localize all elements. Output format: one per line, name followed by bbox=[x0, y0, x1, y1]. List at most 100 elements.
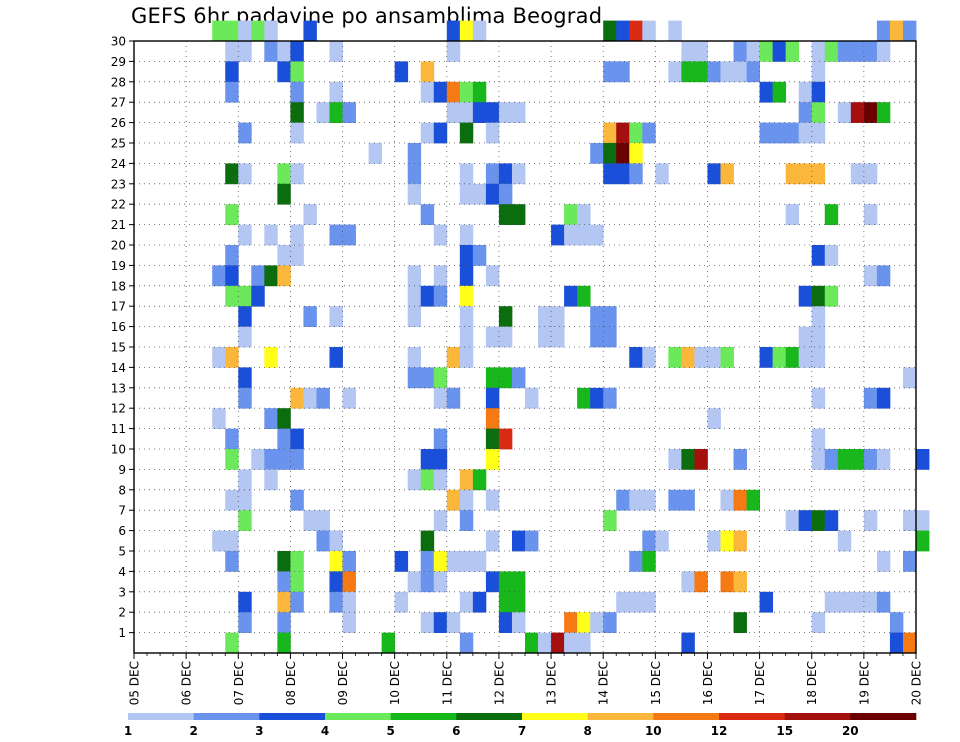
heatmap-cell bbox=[264, 20, 278, 42]
heatmap-cell bbox=[316, 102, 330, 123]
heatmap-cell bbox=[511, 591, 526, 613]
heatmap-cell bbox=[681, 632, 695, 654]
heatmap-cell bbox=[433, 387, 448, 409]
heatmap-cell bbox=[420, 285, 435, 307]
heatmap-cell bbox=[707, 347, 721, 368]
heatmap-cell bbox=[863, 204, 878, 225]
heatmap-cell bbox=[251, 285, 265, 307]
heatmap-cell bbox=[577, 387, 591, 409]
heatmap-cell bbox=[798, 326, 813, 348]
y-tick-label: 30 bbox=[111, 35, 126, 49]
heatmap-cell bbox=[212, 265, 226, 287]
y-tick-label: 3 bbox=[118, 585, 126, 599]
heatmap-cell bbox=[420, 367, 435, 389]
x-tick-label: 13 DEC bbox=[545, 661, 559, 705]
heatmap-cell bbox=[433, 449, 448, 470]
heatmap-cell bbox=[681, 61, 695, 83]
heatmap-cell bbox=[459, 265, 474, 287]
x-tick-label: 14 DEC bbox=[597, 661, 611, 705]
heatmap-cell bbox=[498, 204, 513, 225]
heatmap-cell bbox=[420, 469, 435, 491]
heatmap-cell bbox=[785, 163, 800, 185]
heatmap-cell bbox=[889, 20, 904, 42]
heatmap-cell bbox=[498, 571, 513, 593]
heatmap-cell bbox=[811, 41, 826, 62]
heatmap-cell bbox=[498, 428, 513, 450]
heatmap-cell bbox=[668, 61, 682, 83]
legend-swatch bbox=[193, 713, 260, 720]
heatmap-cell bbox=[629, 163, 643, 185]
heatmap-cell bbox=[720, 571, 734, 593]
heatmap-cell bbox=[342, 551, 356, 572]
heatmap-cell bbox=[433, 612, 448, 633]
heatmap-cell bbox=[277, 61, 291, 83]
heatmap-cell bbox=[303, 306, 317, 327]
heatmap-cell bbox=[446, 551, 461, 572]
heatmap-cell bbox=[511, 163, 526, 185]
heatmap-cell bbox=[603, 61, 617, 83]
heatmap-cell bbox=[238, 224, 252, 246]
heatmap-cell bbox=[485, 163, 500, 185]
heatmap-cell bbox=[264, 347, 278, 368]
heatmap-cell bbox=[459, 551, 474, 572]
heatmap-cell bbox=[811, 510, 826, 531]
heatmap-cell bbox=[264, 408, 278, 429]
heatmap-cell bbox=[394, 551, 409, 572]
heatmap-cell bbox=[824, 510, 839, 531]
y-tick-label: 28 bbox=[111, 75, 126, 89]
heatmap-cell bbox=[785, 510, 800, 531]
heatmap-cell bbox=[511, 367, 526, 389]
heatmap-cell bbox=[629, 347, 643, 368]
heatmap-cell bbox=[459, 224, 474, 246]
heatmap-cell bbox=[238, 510, 252, 531]
heatmap-cell bbox=[225, 245, 239, 266]
heatmap-cell bbox=[472, 245, 487, 266]
heatmap-cell bbox=[707, 163, 721, 185]
heatmap-cell bbox=[850, 102, 865, 123]
heatmap-cell bbox=[433, 469, 448, 491]
heatmap-cell bbox=[863, 163, 878, 185]
heatmap-cell bbox=[290, 449, 304, 470]
heatmap-cell bbox=[277, 41, 291, 62]
heatmap-cell bbox=[290, 81, 304, 103]
heatmap-cell bbox=[407, 163, 422, 185]
heatmap-cell bbox=[433, 510, 448, 531]
heatmap-cell bbox=[811, 163, 826, 185]
heatmap-cell bbox=[498, 367, 513, 389]
heatmap-cell bbox=[564, 204, 578, 225]
heatmap-cell bbox=[433, 367, 448, 389]
heatmap-cell bbox=[420, 122, 435, 144]
x-tick-label: 20 DEC bbox=[910, 661, 924, 705]
y-tick-label: 15 bbox=[111, 341, 126, 355]
heatmap-cell bbox=[407, 183, 422, 205]
heatmap-cell bbox=[525, 530, 539, 552]
heatmap-cell bbox=[850, 449, 865, 470]
heatmap-cell bbox=[733, 489, 747, 511]
heatmap-cell bbox=[798, 285, 813, 307]
heatmap-cell bbox=[564, 612, 578, 633]
heatmap-cell bbox=[876, 449, 891, 470]
heatmap-cell bbox=[616, 20, 630, 42]
heatmap-cell bbox=[902, 367, 917, 389]
heatmap-cell bbox=[733, 612, 747, 633]
heatmap-cell bbox=[225, 81, 239, 103]
heatmap-cell bbox=[902, 510, 917, 531]
heatmap-cell bbox=[603, 163, 617, 185]
legend-swatch bbox=[719, 713, 785, 720]
heatmap-cell bbox=[603, 306, 617, 327]
heatmap-cell bbox=[433, 285, 448, 307]
heatmap-cell bbox=[264, 265, 278, 287]
heatmap-cell bbox=[603, 122, 617, 144]
heatmap-cell bbox=[212, 408, 226, 429]
heatmap-cell bbox=[655, 163, 669, 185]
heatmap-cell bbox=[277, 551, 291, 572]
heatmap-cell bbox=[342, 571, 356, 593]
heatmap-cell bbox=[850, 163, 865, 185]
heatmap-cell bbox=[329, 530, 343, 552]
heatmap-cell bbox=[551, 326, 565, 348]
heatmap-cell bbox=[837, 449, 852, 470]
heatmap-cell bbox=[225, 41, 239, 62]
heatmap-cell bbox=[238, 326, 252, 348]
heatmap-cell bbox=[811, 326, 826, 348]
